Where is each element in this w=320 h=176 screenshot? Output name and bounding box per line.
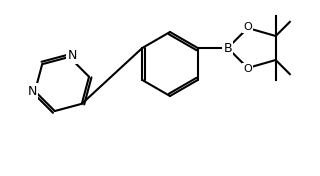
Text: N: N — [68, 49, 77, 62]
Text: O: O — [243, 64, 252, 74]
Text: N: N — [27, 85, 37, 98]
Text: B: B — [223, 42, 232, 55]
Text: O: O — [243, 22, 252, 32]
